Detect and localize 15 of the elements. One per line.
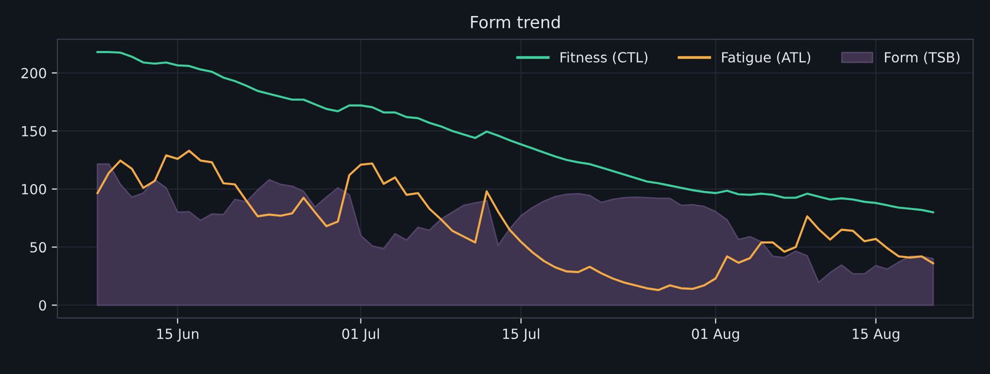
x-tick-label: 01 Jul xyxy=(342,328,379,342)
legend-label: Form (TSB) xyxy=(884,52,960,64)
x-tick-label: 15 Jun xyxy=(157,328,198,342)
legend-label: Fitness (CTL) xyxy=(560,52,648,64)
line-series xyxy=(96,150,934,292)
y-tick-label: 200 xyxy=(22,68,46,78)
x-tick-label: 15 Jul xyxy=(503,328,540,342)
legend-label: Fatigue (ATL) xyxy=(722,52,810,66)
y-tick-label: 100 xyxy=(22,184,46,195)
y-tick-label: 150 xyxy=(22,126,46,136)
y-tick-label: 50 xyxy=(30,242,46,253)
chart-title: Form trend xyxy=(471,15,560,28)
y-tick-label: 0 xyxy=(39,300,46,311)
x-tick-label: 15 Aug xyxy=(852,328,900,342)
x-tick-label: 01 Aug xyxy=(692,328,739,342)
